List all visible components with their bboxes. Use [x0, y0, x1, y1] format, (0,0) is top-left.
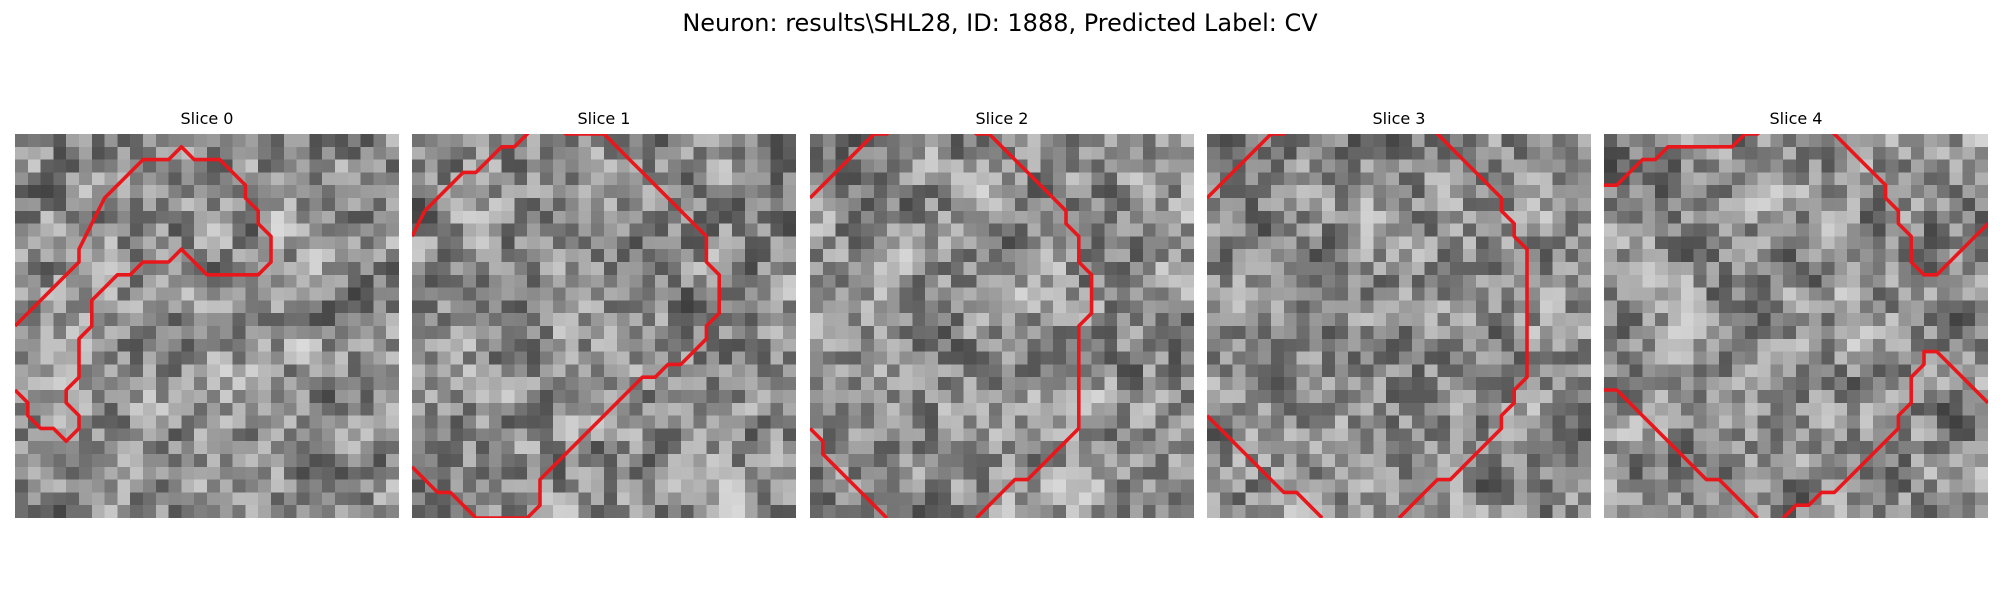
contour-line [1604, 388, 1759, 518]
pixel-grid [810, 134, 1194, 518]
slice-title: Slice 0 [180, 109, 234, 128]
slice-image [15, 134, 399, 518]
slice-title: Slice 4 [1769, 109, 1823, 128]
pixel-grid [15, 134, 399, 518]
contour-line [412, 134, 721, 518]
pixel-grid [1207, 134, 1591, 518]
contour-line [1604, 134, 1988, 277]
slice-image [1604, 134, 1988, 518]
contour-line [810, 134, 1094, 518]
contour-line [1781, 349, 1988, 518]
slice-image [810, 134, 1194, 518]
slice-title: Slice 1 [577, 109, 631, 128]
contour-line [1207, 134, 1529, 518]
slice-image [412, 134, 796, 518]
slice-title: Slice 3 [1372, 109, 1426, 128]
figure-title: Neuron: results\SHL28, ID: 1888, Predict… [682, 9, 1318, 37]
contour-line [1207, 414, 1324, 518]
pixel-grid [412, 134, 796, 518]
slice-image [1207, 134, 1591, 518]
contour-line [15, 145, 273, 443]
slice-title: Slice 2 [975, 109, 1029, 128]
pixel-grid [1604, 134, 1988, 518]
contour-line [810, 427, 889, 518]
